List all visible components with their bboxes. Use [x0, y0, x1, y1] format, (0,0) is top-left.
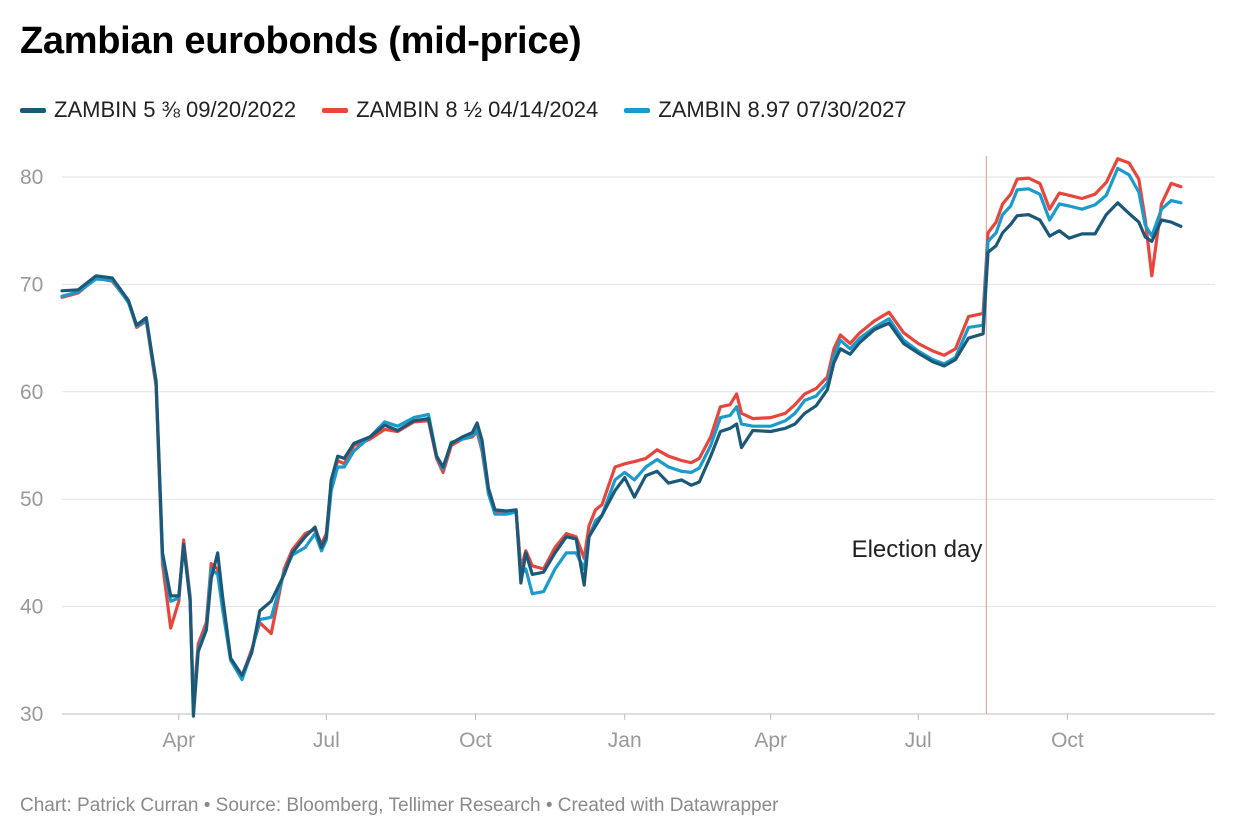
x-tick-label-1: Jul	[313, 729, 340, 752]
legend-swatch-zambin-2022	[20, 107, 46, 113]
legend-swatch-zambin-2024	[322, 107, 349, 113]
x-tick-label-6: Oct	[1051, 729, 1084, 752]
x-tick-label-5: Jul	[905, 729, 932, 752]
y-tick-label-70: 70	[20, 273, 43, 296]
chart-footer: Chart: Patrick Curran • Source: Bloomber…	[20, 795, 779, 816]
series-line-zambin-2022	[60, 201, 1183, 718]
chart-title: Zambian eurobonds (mid-price)	[20, 20, 582, 62]
grid-layer: 30 40 50 60 70 80	[20, 166, 1215, 726]
legend-label-zambin-2022: ZAMBIN 5 ⅜ 09/20/2022	[54, 97, 297, 122]
series-line-zambin-2027	[60, 166, 1183, 711]
y-tick-label-40: 40	[20, 596, 43, 619]
series-layer	[60, 157, 1183, 718]
legend-item-zambin-2024: ZAMBIN 8 ½ 04/14/2024	[322, 97, 598, 123]
chart-legend: ZAMBIN 5 ⅜ 09/20/2022 ZAMBIN 8 ½ 04/14/2…	[20, 97, 907, 123]
x-tick-label-4: Apr	[754, 729, 787, 752]
legend-item-zambin-2027: ZAMBIN 8.97 07/30/2027	[624, 97, 907, 123]
legend-label-zambin-2027: ZAMBIN 8.97 07/30/2027	[658, 97, 907, 122]
annotation-layer: Election day	[852, 156, 987, 714]
y-tick-label-30: 30	[20, 703, 43, 726]
x-axis: Apr Jul Oct Jan Apr Jul Oct	[162, 714, 1084, 752]
annotation-label-election-day: Election day	[852, 536, 983, 563]
legend-item-zambin-2022: ZAMBIN 5 ⅜ 09/20/2022	[20, 97, 296, 123]
x-tick-label-3: Jan	[608, 729, 642, 752]
legend-swatch-zambin-2027	[624, 107, 651, 113]
y-tick-label-60: 60	[20, 381, 43, 404]
x-tick-label-2: Oct	[459, 729, 492, 752]
legend-label-zambin-2024: ZAMBIN 8 ½ 04/14/2024	[356, 97, 599, 122]
series-line-zambin-2024	[60, 157, 1183, 705]
x-tick-label-0: Apr	[162, 729, 195, 752]
y-tick-label-80: 80	[20, 166, 43, 189]
y-tick-label-50: 50	[20, 488, 43, 511]
